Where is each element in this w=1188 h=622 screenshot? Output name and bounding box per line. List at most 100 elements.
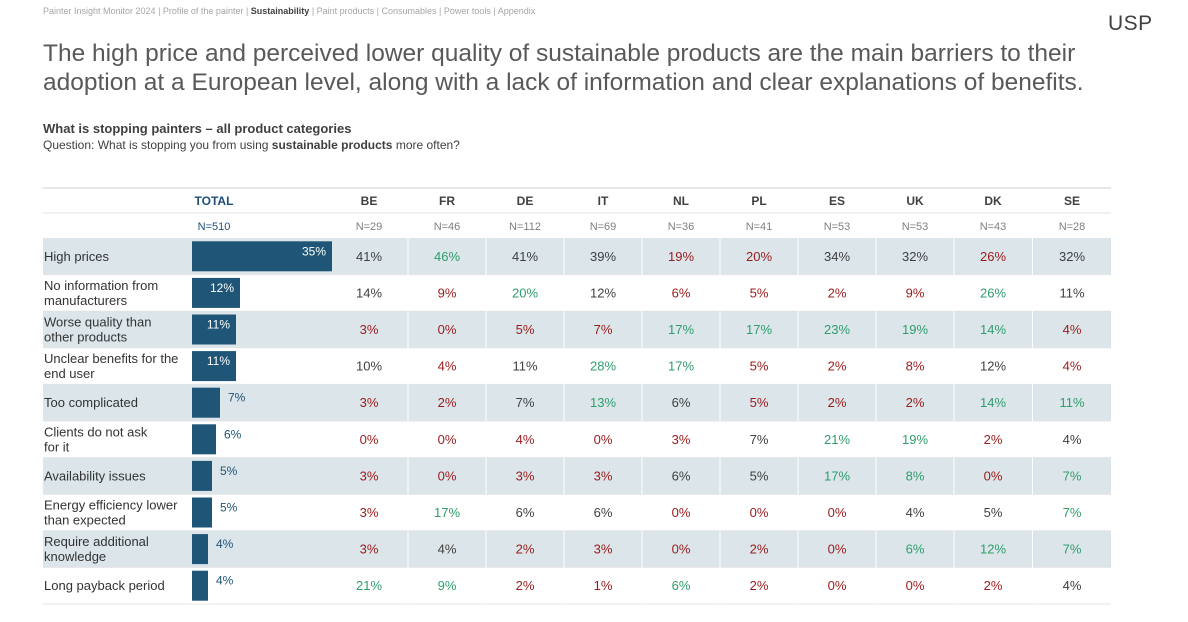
cell-de: 4% bbox=[516, 432, 535, 447]
cell-se: 11% bbox=[1059, 395, 1084, 410]
cell-dk: 26% bbox=[980, 249, 1006, 264]
country-n-be: N=29 bbox=[356, 221, 383, 233]
country-header-fr: FR bbox=[439, 194, 455, 208]
row-label: No information from bbox=[44, 278, 158, 293]
total-bar-label: 11% bbox=[207, 318, 230, 332]
total-bar-label: 4% bbox=[216, 574, 234, 588]
cell-dk: 0% bbox=[984, 468, 1003, 483]
cell-fr: 4% bbox=[438, 359, 457, 374]
cell-es: 2% bbox=[828, 359, 847, 374]
cell-be: 21% bbox=[356, 578, 382, 593]
row-band bbox=[43, 457, 1111, 495]
total-bar-label: 12% bbox=[210, 281, 234, 295]
cell-pl: 5% bbox=[750, 285, 769, 300]
cell-pl: 5% bbox=[750, 468, 769, 483]
total-bar bbox=[192, 497, 212, 528]
cell-es: 2% bbox=[828, 395, 847, 410]
country-n-pl: N=41 bbox=[746, 221, 773, 233]
row-label: Unclear benefits for the bbox=[44, 351, 178, 366]
row-band bbox=[43, 530, 1111, 568]
question-suffix: more often? bbox=[392, 138, 460, 152]
question-bold: sustainable products bbox=[271, 138, 393, 152]
country-header-pl: PL bbox=[751, 194, 766, 208]
total-header: TOTAL bbox=[195, 194, 234, 208]
cell-dk: 2% bbox=[984, 578, 1003, 593]
total-bar-label: 5% bbox=[220, 464, 238, 478]
cell-it: 13% bbox=[590, 395, 616, 410]
breadcrumb-suffix: | Paint products | Consumables | Power t… bbox=[309, 6, 536, 16]
cell-uk: 19% bbox=[902, 432, 928, 447]
cell-nl: 6% bbox=[672, 395, 691, 410]
breadcrumb: Painter Insight Monitor 2024 | Profile o… bbox=[43, 6, 535, 16]
cell-fr: 9% bbox=[438, 285, 457, 300]
cell-de: 11% bbox=[512, 359, 537, 374]
cell-dk: 5% bbox=[984, 505, 1003, 520]
cell-nl: 17% bbox=[668, 322, 694, 337]
total-bar bbox=[192, 314, 236, 345]
cell-nl: 6% bbox=[672, 578, 691, 593]
country-header-be: BE bbox=[361, 194, 378, 208]
cell-it: 0% bbox=[594, 432, 613, 447]
cell-fr: 2% bbox=[438, 395, 457, 410]
row-label: High prices bbox=[44, 249, 110, 264]
cell-uk: 19% bbox=[902, 322, 928, 337]
cell-fr: 0% bbox=[438, 468, 457, 483]
total-bar-label: 11% bbox=[207, 354, 230, 368]
country-n-se: N=28 bbox=[1059, 221, 1086, 233]
cell-es: 0% bbox=[828, 505, 847, 520]
cell-it: 7% bbox=[594, 322, 613, 337]
row-label: Require additional bbox=[44, 534, 149, 549]
total-bar-label: 6% bbox=[224, 427, 242, 441]
question-prefix: Question: What is stopping you from usin… bbox=[43, 138, 272, 152]
cell-de: 41% bbox=[512, 249, 538, 264]
cell-uk: 2% bbox=[906, 395, 925, 410]
total-bar bbox=[192, 534, 208, 565]
cell-se: 32% bbox=[1059, 249, 1085, 264]
country-header-nl: NL bbox=[673, 194, 689, 208]
breadcrumb-prefix: Painter Insight Monitor 2024 | Profile o… bbox=[43, 6, 251, 16]
cell-dk: 12% bbox=[980, 359, 1006, 374]
cell-be: 3% bbox=[360, 505, 379, 520]
cell-fr: 46% bbox=[434, 249, 460, 264]
cell-it: 3% bbox=[594, 468, 613, 483]
row-label: other products bbox=[44, 330, 128, 345]
row-label: Availability issues bbox=[44, 468, 146, 483]
cell-pl: 5% bbox=[750, 395, 769, 410]
cell-de: 3% bbox=[516, 468, 535, 483]
cell-uk: 8% bbox=[906, 359, 925, 374]
total-bar bbox=[192, 277, 240, 308]
cell-dk: 14% bbox=[980, 322, 1006, 337]
breadcrumb-active[interactable]: Sustainability bbox=[250, 6, 310, 16]
cell-se: 7% bbox=[1063, 542, 1082, 557]
cell-it: 39% bbox=[590, 249, 616, 264]
cell-de: 6% bbox=[516, 505, 535, 520]
cell-se: 4% bbox=[1063, 359, 1082, 374]
total-bar-label: 4% bbox=[216, 537, 234, 551]
cell-pl: 17% bbox=[746, 322, 772, 337]
cell-dk: 12% bbox=[980, 542, 1006, 557]
country-n-es: N=53 bbox=[824, 221, 851, 233]
cell-uk: 32% bbox=[902, 249, 928, 264]
cell-it: 6% bbox=[594, 505, 613, 520]
cell-fr: 17% bbox=[434, 505, 460, 520]
total-bar-label: 35% bbox=[302, 244, 326, 258]
cell-fr: 0% bbox=[438, 322, 457, 337]
usp-logo: USP bbox=[1108, 12, 1153, 35]
cell-nl: 17% bbox=[668, 359, 694, 374]
survey-question: Question: What is stopping you from usin… bbox=[43, 138, 460, 152]
cell-de: 7% bbox=[516, 395, 535, 410]
country-header-uk: UK bbox=[906, 194, 924, 208]
cell-es: 0% bbox=[828, 542, 847, 557]
row-label: manufacturers bbox=[44, 293, 128, 308]
row-label: for it bbox=[44, 439, 70, 454]
cell-es: 17% bbox=[824, 468, 850, 483]
row-label: Energy efficiency lower bbox=[44, 498, 178, 513]
cell-uk: 9% bbox=[906, 285, 925, 300]
cell-es: 0% bbox=[828, 578, 847, 593]
row-label: knowledge bbox=[44, 549, 106, 564]
row-label: Clients do not ask bbox=[44, 424, 148, 439]
cell-uk: 4% bbox=[906, 505, 925, 520]
total-n-label: N=510 bbox=[198, 221, 231, 233]
cell-be: 3% bbox=[360, 468, 379, 483]
country-header-de: DE bbox=[517, 194, 534, 208]
